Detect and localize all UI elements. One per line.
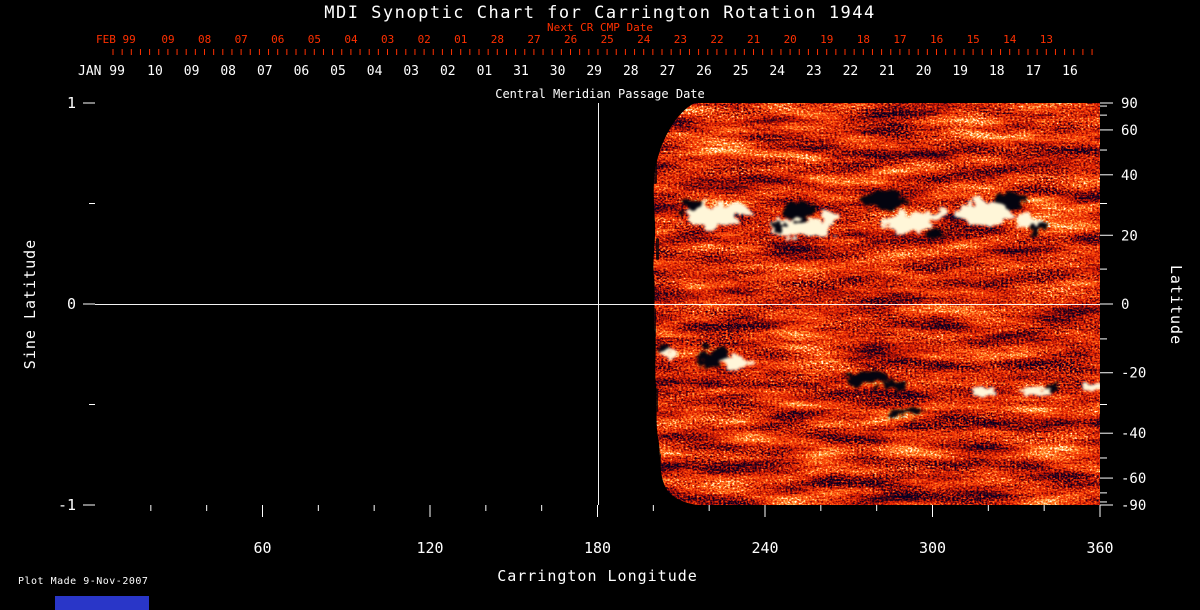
x-tick-label: 240 bbox=[751, 539, 778, 557]
y-right-tick-label: 20 bbox=[1121, 228, 1138, 244]
date-tick-label: 31 bbox=[513, 64, 529, 79]
date-tick-label: 27 bbox=[527, 33, 541, 46]
date-tick-label: 25 bbox=[732, 64, 749, 79]
date-tick-label: 24 bbox=[769, 64, 786, 79]
cmp-dates-row: 10 09 08 07 06 05 04 03 02 01 31 30 29 28 27 26 25 24 23 22… bbox=[0, 64, 1200, 80]
x-tick-label: 300 bbox=[919, 539, 946, 557]
date-tick-label: 18 bbox=[988, 64, 1005, 79]
chart-title: MDI Synoptic Chart for Carrington Rotati… bbox=[324, 3, 876, 23]
date-tick-label: 16 bbox=[929, 33, 944, 46]
next-cr-dates-row: 09 08 07 06 05 04 03 02 01 28 27 26 25 24 23 22 21 20 19 18… bbox=[0, 33, 1200, 49]
date-tick-label: 29 bbox=[586, 64, 603, 79]
date-tick-label: 06 bbox=[271, 33, 285, 46]
active-regions-positive bbox=[664, 201, 1098, 399]
date-tick-label: 14 bbox=[1003, 33, 1017, 46]
date-tick-label: 13 bbox=[1039, 33, 1054, 46]
date-tick-label: 09 bbox=[161, 33, 175, 46]
date-tick-label: 28 bbox=[490, 33, 505, 46]
date-tick-label: 26 bbox=[696, 64, 712, 79]
plot-area bbox=[95, 103, 1100, 505]
cmp-axis-label: Central Meridian Passage Date bbox=[495, 87, 705, 101]
y-left-tick-label: -1 bbox=[58, 496, 76, 514]
date-tick-label: 23 bbox=[673, 33, 688, 46]
date-tick-label: 08 bbox=[197, 33, 212, 46]
date-tick-label: 02 bbox=[439, 64, 456, 79]
cmp-month-label: JAN 99 bbox=[78, 64, 125, 79]
date-tick-label: 07 bbox=[234, 33, 248, 46]
y-axis-right-label: Latitude bbox=[1167, 264, 1185, 346]
date-tick-label: 01 bbox=[476, 64, 493, 79]
date-tick-label: 17 bbox=[893, 33, 907, 46]
date-tick-label: 22 bbox=[842, 64, 859, 79]
date-tick-label: 08 bbox=[220, 64, 237, 79]
date-tick-label: 22 bbox=[710, 33, 724, 46]
date-tick-label: 16 bbox=[1062, 64, 1078, 79]
date-tick-label: 24 bbox=[637, 33, 651, 46]
plot-made-caption: Plot Made 9-Nov-2007 bbox=[18, 576, 149, 587]
y-right-tick-label: 60 bbox=[1121, 123, 1138, 139]
date-tick-label: 20 bbox=[915, 64, 932, 79]
date-tick-label: 26 bbox=[563, 33, 578, 46]
date-tick-label: 15 bbox=[966, 33, 980, 46]
date-tick-label: 19 bbox=[820, 33, 834, 46]
y-right-tick-label: 0 bbox=[1121, 297, 1129, 313]
date-tick-label: 01 bbox=[454, 33, 468, 46]
x-tick-label: 60 bbox=[253, 539, 271, 557]
date-tick-label: 05 bbox=[307, 33, 322, 46]
next-cr-month-label: FEB 99 bbox=[96, 33, 136, 46]
y-right-tick-label: 40 bbox=[1121, 168, 1138, 184]
x-tick-label: 120 bbox=[416, 539, 443, 557]
date-tick-label: 09 bbox=[183, 64, 200, 79]
y-right-tick-label: -20 bbox=[1121, 366, 1146, 382]
y-right-tick-label: -60 bbox=[1121, 471, 1146, 487]
x-tick-label: 360 bbox=[1086, 539, 1113, 557]
date-tick-label: 19 bbox=[952, 64, 969, 79]
date-tick-label: 18 bbox=[856, 33, 871, 46]
active-regions-negative bbox=[656, 190, 1059, 416]
active-regions bbox=[656, 190, 1098, 416]
date-tick-label: 20 bbox=[783, 33, 797, 46]
date-tick-label: 21 bbox=[879, 64, 895, 79]
date-tick-label: 04 bbox=[344, 33, 358, 46]
date-tick-label: 05 bbox=[330, 64, 346, 79]
next-cr-axis-label: Next CR CMP Date bbox=[547, 21, 653, 34]
x-axis-label: Carrington Longitude bbox=[497, 567, 698, 585]
date-tick-label: 07 bbox=[256, 64, 273, 79]
meridian-180-gridline bbox=[598, 103, 599, 505]
x-tick-label: 180 bbox=[584, 539, 611, 557]
date-tick-label: 30 bbox=[549, 64, 566, 79]
y-right-tick-label: -90 bbox=[1121, 498, 1146, 514]
y-right-tick-label: -40 bbox=[1121, 426, 1146, 442]
date-tick-label: 25 bbox=[600, 33, 614, 46]
y-left-tick-label: 0 bbox=[67, 295, 76, 313]
date-tick-label: 02 bbox=[417, 33, 431, 46]
date-tick-label: 17 bbox=[1025, 64, 1042, 79]
date-tick-label: 06 bbox=[293, 64, 310, 79]
date-tick-label: 23 bbox=[805, 64, 822, 79]
date-tick-label: 03 bbox=[403, 64, 420, 79]
y-axis-left-label: Sine Latitude bbox=[21, 238, 39, 370]
date-tick-label: 04 bbox=[366, 64, 383, 79]
date-tick-label: 03 bbox=[380, 33, 395, 46]
equator-gridline bbox=[95, 304, 1100, 305]
date-tick-label: 28 bbox=[622, 64, 639, 79]
date-tick-label: 27 bbox=[659, 64, 676, 79]
date-tick-label: 10 bbox=[147, 64, 163, 79]
date-tick-label: 21 bbox=[746, 33, 761, 46]
colorbar-fragment bbox=[55, 596, 149, 610]
